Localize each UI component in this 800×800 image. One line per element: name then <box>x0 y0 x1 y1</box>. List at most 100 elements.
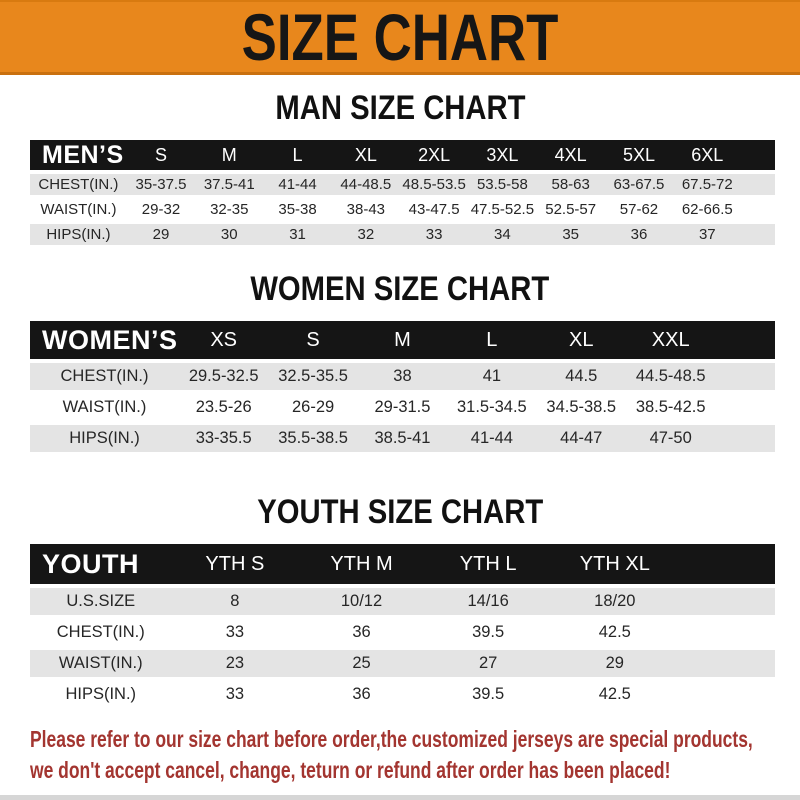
size-header-cell: 4XL <box>536 140 605 170</box>
value-cell: 35 <box>536 224 605 245</box>
spacer-cell <box>678 544 775 584</box>
value-cell: 42.5 <box>551 619 679 646</box>
value-cell: 36 <box>298 681 425 708</box>
spacer-cell <box>678 619 775 646</box>
size-header-cell: XS <box>179 321 269 359</box>
table-row: HIPS(IN.) 29 30 31 32 33 34 35 36 37 <box>30 224 775 245</box>
value-cell: 53.5-58 <box>468 174 537 195</box>
value-cell: 44.5 <box>536 363 626 390</box>
size-chart-banner: SIZE CHART <box>0 0 800 75</box>
size-header-cell: XXL <box>625 321 716 359</box>
value-cell: 33 <box>171 681 299 708</box>
value-cell: 35.5-38.5 <box>268 425 358 452</box>
disclaimer: Please refer to our size chart before or… <box>30 724 800 786</box>
size-header-cell: S <box>268 321 358 359</box>
youth-size-table: YOUTH YTH S YTH M YTH L YTH XL U.S.SIZE 8 10/12… <box>30 540 775 712</box>
value-cell: 10/12 <box>298 588 425 615</box>
value-cell: 39.5 <box>424 619 552 646</box>
size-header-cell: L <box>263 140 332 170</box>
men-section-heading-text: MAN SIZE CHART <box>274 89 526 127</box>
size-header-cell: M <box>357 321 448 359</box>
table-row: WAIST(IN.) 23 25 27 29 <box>30 650 775 677</box>
size-header-cell: L <box>447 321 537 359</box>
value-cell: 36 <box>604 224 674 245</box>
value-cell: 29 <box>551 650 679 677</box>
table-row: CHEST(IN.) 35-37.5 37.5-41 41-44 44-48.5 48.5… <box>30 174 775 195</box>
value-cell: 39.5 <box>424 681 552 708</box>
value-cell: 34 <box>468 224 537 245</box>
value-cell: 26-29 <box>268 394 358 421</box>
value-cell: 38.5-41 <box>357 425 448 452</box>
value-cell: 42.5 <box>551 681 679 708</box>
table-row: CHEST(IN.) 29.5-32.5 32.5-35.5 38 41 44.5 44.5… <box>30 363 775 390</box>
table-row: HIPS(IN.) 33-35.5 35.5-38.5 38.5-41 41-44 44-… <box>30 425 775 452</box>
value-cell: 58-63 <box>536 174 605 195</box>
value-cell: 41-44 <box>447 425 537 452</box>
value-cell: 29-31.5 <box>357 394 448 421</box>
page-title: SIZE CHART <box>241 0 559 74</box>
spacer-cell <box>678 681 775 708</box>
women-section-heading: WOMEN SIZE CHART <box>0 271 800 307</box>
value-cell: 29-32 <box>126 199 196 220</box>
value-cell: 33-35.5 <box>179 425 269 452</box>
value-cell: 29 <box>126 224 196 245</box>
value-cell: 32-35 <box>195 199 264 220</box>
spacer-cell <box>715 425 775 452</box>
size-header-cell: YTH L <box>424 544 552 584</box>
value-cell: 38 <box>357 363 448 390</box>
value-cell: 27 <box>424 650 552 677</box>
row-label: CHEST(IN.) <box>30 363 179 390</box>
value-cell: 38-43 <box>331 199 400 220</box>
men-section-heading: MAN SIZE CHART <box>0 90 800 126</box>
spacer-cell <box>715 363 775 390</box>
size-header-cell: YTH S <box>171 544 299 584</box>
value-cell: 35-37.5 <box>126 174 196 195</box>
value-cell: 29.5-32.5 <box>179 363 269 390</box>
size-header-cell: YTH M <box>298 544 425 584</box>
size-header-cell: XL <box>331 140 400 170</box>
row-label: HIPS(IN.) <box>30 224 127 245</box>
women-section-heading-text: WOMEN SIZE CHART <box>250 270 550 308</box>
row-label: WAIST(IN.) <box>30 394 179 421</box>
size-header-cell: S <box>126 140 196 170</box>
value-cell: 37.5-41 <box>195 174 264 195</box>
women-size-table: WOMEN’S XS S M L XL XXL CHEST(IN.) 29.5-32.5 32.5… <box>30 317 775 456</box>
value-cell: 34.5-38.5 <box>536 394 626 421</box>
table-row: HIPS(IN.) 33 36 39.5 42.5 <box>30 681 775 708</box>
table-label: YOUTH <box>30 544 172 584</box>
row-label: CHEST(IN.) <box>30 174 127 195</box>
value-cell: 36 <box>298 619 425 646</box>
table-label: MEN’S <box>30 140 127 170</box>
spacer-cell <box>741 224 775 245</box>
value-cell: 57-62 <box>604 199 674 220</box>
size-header-cell: 5XL <box>604 140 674 170</box>
value-cell: 41 <box>447 363 537 390</box>
youth-section-heading: YOUTH SIZE CHART <box>0 494 800 530</box>
value-cell: 33 <box>171 619 299 646</box>
size-header-cell: XL <box>536 321 626 359</box>
header-row: MEN’S S M L XL 2XL 3XL 4XL 5XL 6XL <box>30 140 775 170</box>
spacer-cell <box>741 140 775 170</box>
women-section: WOMEN SIZE CHART WOMEN’S XS S M L XL XXL CHEST(… <box>0 271 800 456</box>
spacer-cell <box>715 321 775 359</box>
value-cell: 8 <box>171 588 299 615</box>
value-cell: 43-47.5 <box>399 199 469 220</box>
value-cell: 47.5-52.5 <box>468 199 537 220</box>
size-header-cell: 2XL <box>399 140 469 170</box>
table-row: CHEST(IN.) 33 36 39.5 42.5 <box>30 619 775 646</box>
table-row: WAIST(IN.) 29-32 32-35 35-38 38-43 43-47.5 47.… <box>30 199 775 220</box>
value-cell: 33 <box>399 224 469 245</box>
size-header-cell: 3XL <box>468 140 537 170</box>
size-header-cell: 6XL <box>673 140 742 170</box>
disclaimer-line-1: Please refer to our size chart before or… <box>30 726 753 752</box>
value-cell: 62-66.5 <box>673 199 742 220</box>
disclaimer-line-2: we don't accept cancel, change, teturn o… <box>30 757 671 783</box>
value-cell: 38.5-42.5 <box>625 394 716 421</box>
value-cell: 37 <box>673 224 742 245</box>
value-cell: 67.5-72 <box>673 174 742 195</box>
header-row: WOMEN’S XS S M L XL XXL <box>30 321 775 359</box>
header-row: YOUTH YTH S YTH M YTH L YTH XL <box>30 544 775 584</box>
value-cell: 41-44 <box>263 174 332 195</box>
value-cell: 30 <box>195 224 264 245</box>
size-header-cell: YTH XL <box>551 544 679 584</box>
